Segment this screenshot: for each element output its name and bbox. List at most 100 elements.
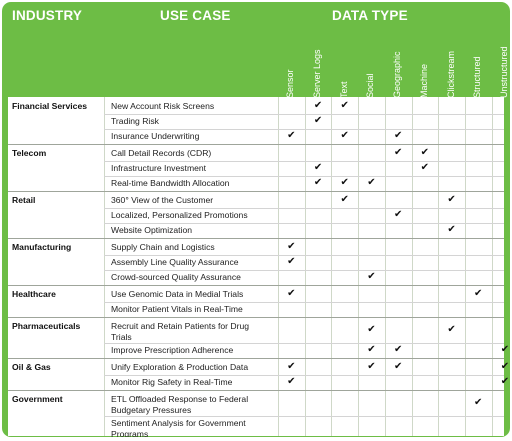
use-case-text: Trading Risk [111,116,159,126]
use-case-text: Improve Prescription Adherence [111,345,234,355]
use-case-label: Crowd-sourced Quality Assurance [111,272,241,283]
use-case-label: Infrastructure Investment [111,163,206,174]
column-label-sensor: Sensor [285,69,296,98]
group-separator [8,317,504,318]
column-divider [304,97,306,436]
check-mark-icon: ✔ [287,256,296,267]
use-case-label: Use Genomic Data in Medial Trials [111,289,243,300]
check-mark-icon: ✔ [367,177,376,188]
row-separator [104,375,504,376]
use-case-label: Insurance Underwriting [111,131,199,142]
use-case-text: Insurance Underwriting [111,131,200,141]
industry-header: INDUSTRY [12,8,83,23]
group-separator [8,358,504,359]
check-mark-icon: ✔ [420,147,430,158]
column-label-server-logs: Server Logs [312,49,323,98]
check-mark-icon: ✔ [447,324,456,335]
use-case-label: Assembly Line Quality Assurance [111,257,239,268]
use-case-label: Real-time Bandwidth Allocation [111,178,229,189]
check-mark-icon: ✔ [393,361,403,372]
check-mark-icon: ✔ [393,130,403,141]
check-mark-icon: ✔ [500,344,510,355]
column-label-machine: Machine [418,63,429,98]
check-mark-icon: ✔ [313,115,323,126]
use-case-text: Recruit and Retain Patients for Drug [111,321,250,331]
industry-label: Healthcare [12,289,56,299]
check-mark-icon: ✔ [367,361,376,372]
use-case-label: Website Optimization [111,225,192,236]
use-case-text-line2: Programs [111,429,149,437]
use-case-text: Infrastructure Investment [111,163,207,173]
data-type-header: DATA TYPE [332,8,408,23]
use-case-label: Supply Chain and Logistics [111,242,215,253]
use-case-label: Sentiment Analysis for Government Program… [111,418,246,437]
industry-label: Manufacturing [12,242,72,252]
use-case-label: 360° View of the Customer [111,195,213,206]
column-label-clickstream: Clickstream [445,50,456,98]
use-case-text: Monitor Patient Vitals in Real-Time [111,304,243,314]
check-mark-icon: ✔ [393,209,403,220]
use-case-text-line2: Budgetary Pressures [111,405,192,415]
use-case-header: USE CASE [160,8,231,23]
column-divider [411,97,413,436]
use-case-text: ETL Offloaded Response to Federal [111,394,249,404]
use-case-label: Localized, Personalized Promotions [111,210,248,221]
use-case-text: Localized, Personalized Promotions [111,210,248,220]
column-divider [464,97,466,436]
row-separator [104,223,504,224]
group-separator [8,390,504,391]
use-case-label: New Account Risk Screens [111,101,214,112]
check-mark-icon: ✔ [474,397,483,408]
check-mark-icon: ✔ [287,241,296,252]
use-case-label: Call Detail Records (CDR) [111,148,211,159]
column-divider [278,97,279,436]
use-case-text: Sentiment Analysis for Government [111,418,246,428]
column-divider [331,97,333,436]
use-case-label: Monitor Rig Safety in Real-Time [111,377,232,388]
check-mark-icon: ✔ [393,344,403,355]
column-label-text: Text [338,81,349,98]
group-separator [8,238,504,239]
industry-label: Pharmaceuticals [12,321,81,331]
check-mark-icon: ✔ [500,376,510,387]
column-label-geographic: Geographic [392,51,403,98]
use-case-text: Supply Chain and Logistics [111,242,215,252]
column-divider [491,97,493,436]
column-divider [104,97,105,436]
row-separator [104,114,504,115]
industry-data-matrix: INDUSTRY USE CASE DATA TYPE Sensor Server… [2,2,510,437]
row-separator [104,270,504,271]
use-case-text-line2: Trials [111,332,132,342]
check-mark-icon: ✔ [313,177,323,188]
use-case-text: Unify Exploration & Production Data [111,362,249,372]
use-case-label: Improve Prescription Adherence [111,345,233,356]
use-case-label: Recruit and Retain Patients for Drug Tria… [111,321,249,343]
row-separator [104,161,504,162]
check-mark-icon: ✔ [367,271,376,282]
column-label-unstructured: Unstructured [498,46,509,98]
row-separator [104,208,504,209]
group-separator [8,285,504,286]
industry-label: Government [12,394,63,404]
check-mark-icon: ✔ [340,194,349,205]
use-case-text: Call Detail Records (CDR) [111,148,212,158]
column-divider [384,97,386,436]
check-mark-icon: ✔ [287,288,296,299]
use-case-text: New Account Risk Screens [111,101,215,111]
use-case-label: Unify Exploration & Production Data [111,362,248,373]
group-separator [8,144,504,145]
column-label-social: Social [365,73,376,98]
row-separator [104,129,504,130]
industry-label: Retail [12,195,36,205]
check-mark-icon: ✔ [313,100,323,111]
check-mark-icon: ✔ [420,162,430,173]
check-mark-icon: ✔ [367,344,376,355]
check-mark-icon: ✔ [447,224,456,235]
check-mark-icon: ✔ [474,288,483,299]
check-mark-icon: ✔ [500,361,510,372]
check-mark-icon: ✔ [340,100,349,111]
industry-label: Oil & Gas [12,362,51,372]
column-divider [438,97,440,436]
group-separator [8,191,504,192]
check-mark-icon: ✔ [340,177,349,188]
